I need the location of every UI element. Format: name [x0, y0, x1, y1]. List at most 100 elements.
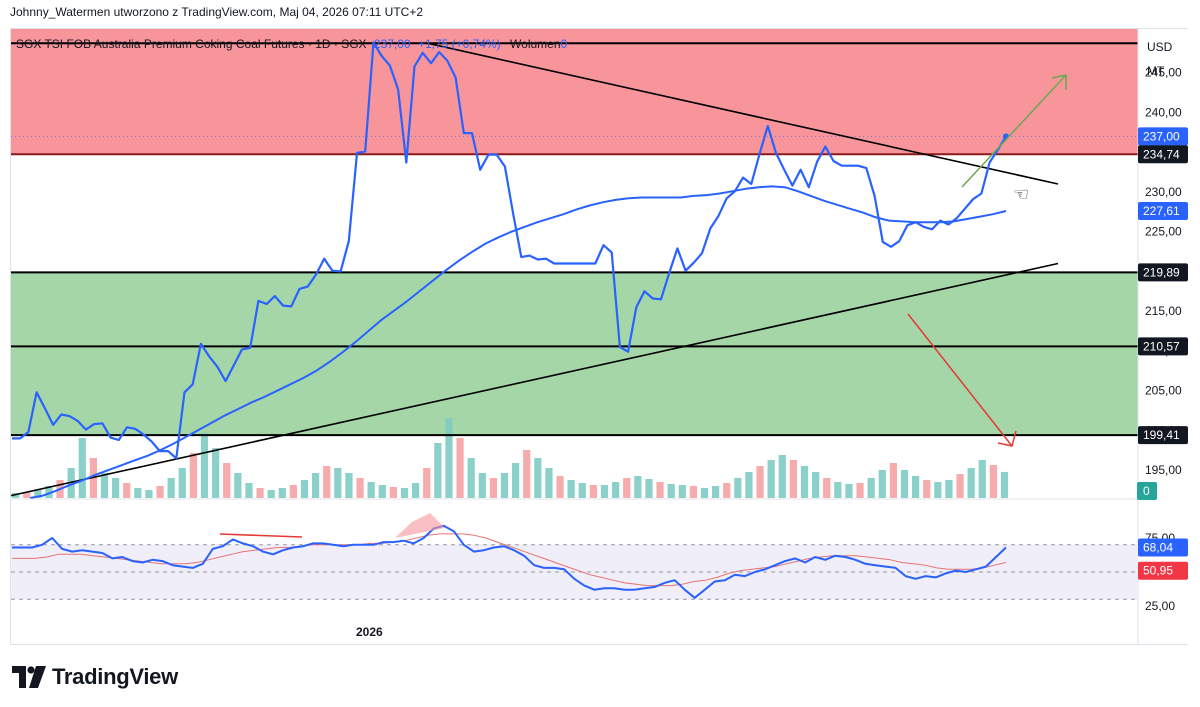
price-tag-label: 0	[1143, 484, 1150, 498]
volume-bar	[556, 476, 564, 498]
trendline-descending	[427, 42, 1059, 185]
volume-bar	[956, 474, 964, 498]
tradingview-logo[interactable]: TradingView	[12, 664, 178, 690]
price-tag-label: 219,89	[1143, 265, 1180, 279]
volume-bar	[789, 460, 797, 498]
x-tick-label: 2026	[356, 625, 383, 639]
volume-bar	[456, 438, 464, 498]
volume-bar	[623, 478, 631, 498]
volume-bar	[389, 487, 397, 498]
volume-bar	[634, 476, 642, 498]
volume-bar	[223, 463, 231, 498]
volume-bar	[467, 458, 475, 498]
volume-bar	[167, 478, 175, 498]
price-change: +1,75 (+0,74%)	[417, 37, 501, 51]
volume-bar	[656, 482, 664, 498]
rsi-tag-rsi	[1138, 538, 1188, 557]
volume-bar	[289, 485, 297, 498]
price-tag-ma	[1138, 201, 1188, 220]
volume-bar	[845, 484, 853, 498]
up-arrow-line	[961, 74, 1067, 188]
volume-bar	[23, 492, 31, 498]
currency-label: USD	[1147, 40, 1173, 54]
volume-bar	[212, 448, 220, 498]
moving-average-line	[29, 185, 1007, 499]
volume-bar	[156, 486, 164, 498]
rsi-line	[12, 524, 1007, 599]
volume-bar	[356, 478, 364, 498]
unit-label: MT	[1147, 64, 1165, 78]
volume-bar	[967, 468, 975, 498]
volume-bar	[189, 453, 197, 498]
volume-bar	[923, 480, 931, 498]
volume-label: Wolumen	[510, 37, 561, 51]
volume-bar	[178, 468, 186, 498]
volume-bar	[678, 485, 686, 498]
volume-bar	[600, 485, 609, 498]
attribution-text: Johnny_Watermen utworzono z TradingView.…	[10, 5, 423, 19]
y-tick-label: 215,00	[1145, 304, 1182, 318]
volume-bar	[778, 455, 786, 498]
volume-bar	[45, 486, 53, 498]
volume-bar	[334, 468, 342, 498]
volume-bar	[445, 418, 453, 498]
rsi-tick-label: 25,00	[1145, 599, 1175, 613]
volume-bar	[745, 472, 753, 498]
price-tag-support-top	[1138, 263, 1188, 282]
volume-bar	[878, 470, 886, 498]
volume-bar	[512, 463, 520, 498]
volume-bar	[267, 490, 275, 498]
volume-bar	[756, 466, 764, 498]
volume-bar	[12, 493, 20, 498]
symbol-label: SGX TSI FOB Australia Premium Coking Coa…	[16, 37, 367, 51]
volume-bar	[345, 473, 353, 498]
tradingview-logo-text: TradingView	[52, 664, 178, 689]
volume-bar	[934, 482, 942, 498]
volume-bar	[200, 433, 209, 498]
volume-bar	[589, 485, 597, 498]
y-tick-label: 205,00	[1145, 384, 1182, 398]
price-tag-label: 234,74	[1143, 147, 1180, 161]
down-arrow-head	[997, 430, 1017, 447]
volume-bar	[667, 484, 675, 498]
up-arrow-head	[1051, 74, 1067, 90]
volume-bar	[123, 483, 131, 498]
support-zone	[11, 272, 1138, 436]
volume-bar	[834, 482, 842, 498]
price-tag-last	[1138, 127, 1188, 146]
rsi-tag-rsi-ma	[1138, 561, 1188, 580]
resistance-zone	[11, 29, 1138, 155]
price-tag-label: 199,41	[1143, 428, 1180, 442]
rsi-tag-label: 50,95	[1143, 564, 1173, 578]
volume-bar	[323, 466, 331, 498]
volume-bar	[523, 450, 531, 498]
volume-bar	[734, 478, 742, 498]
down-arrow-line	[907, 313, 1013, 447]
volume-value: 0	[560, 37, 568, 51]
volume-bar	[723, 483, 731, 498]
volume-bar	[423, 468, 431, 498]
rsi-tag-label: 68,04	[1143, 540, 1173, 554]
volume-bar	[700, 488, 709, 498]
volume-bar	[889, 463, 897, 498]
volume-bar	[367, 482, 375, 498]
volume-bar	[278, 488, 286, 498]
volume-bar	[800, 466, 809, 498]
volume-bar	[767, 460, 775, 498]
y-tick-label: 245,00	[1145, 66, 1182, 80]
volume-bar	[689, 486, 697, 498]
volume-bar	[945, 480, 953, 498]
y-tick-label: 230,00	[1145, 185, 1182, 199]
last-price: 237,00	[373, 37, 411, 51]
volume-bar	[256, 488, 264, 498]
y-tick-label: 195,00	[1145, 463, 1182, 477]
volume-bar	[534, 458, 542, 498]
price-tag-label: 237,00	[1143, 129, 1180, 143]
price-line	[12, 41, 1007, 460]
rsi-overbought-fill	[395, 513, 445, 538]
volume-bar	[545, 468, 553, 498]
volume-bar	[145, 490, 153, 498]
volume-bar	[989, 465, 997, 498]
volume-bar	[100, 473, 109, 498]
